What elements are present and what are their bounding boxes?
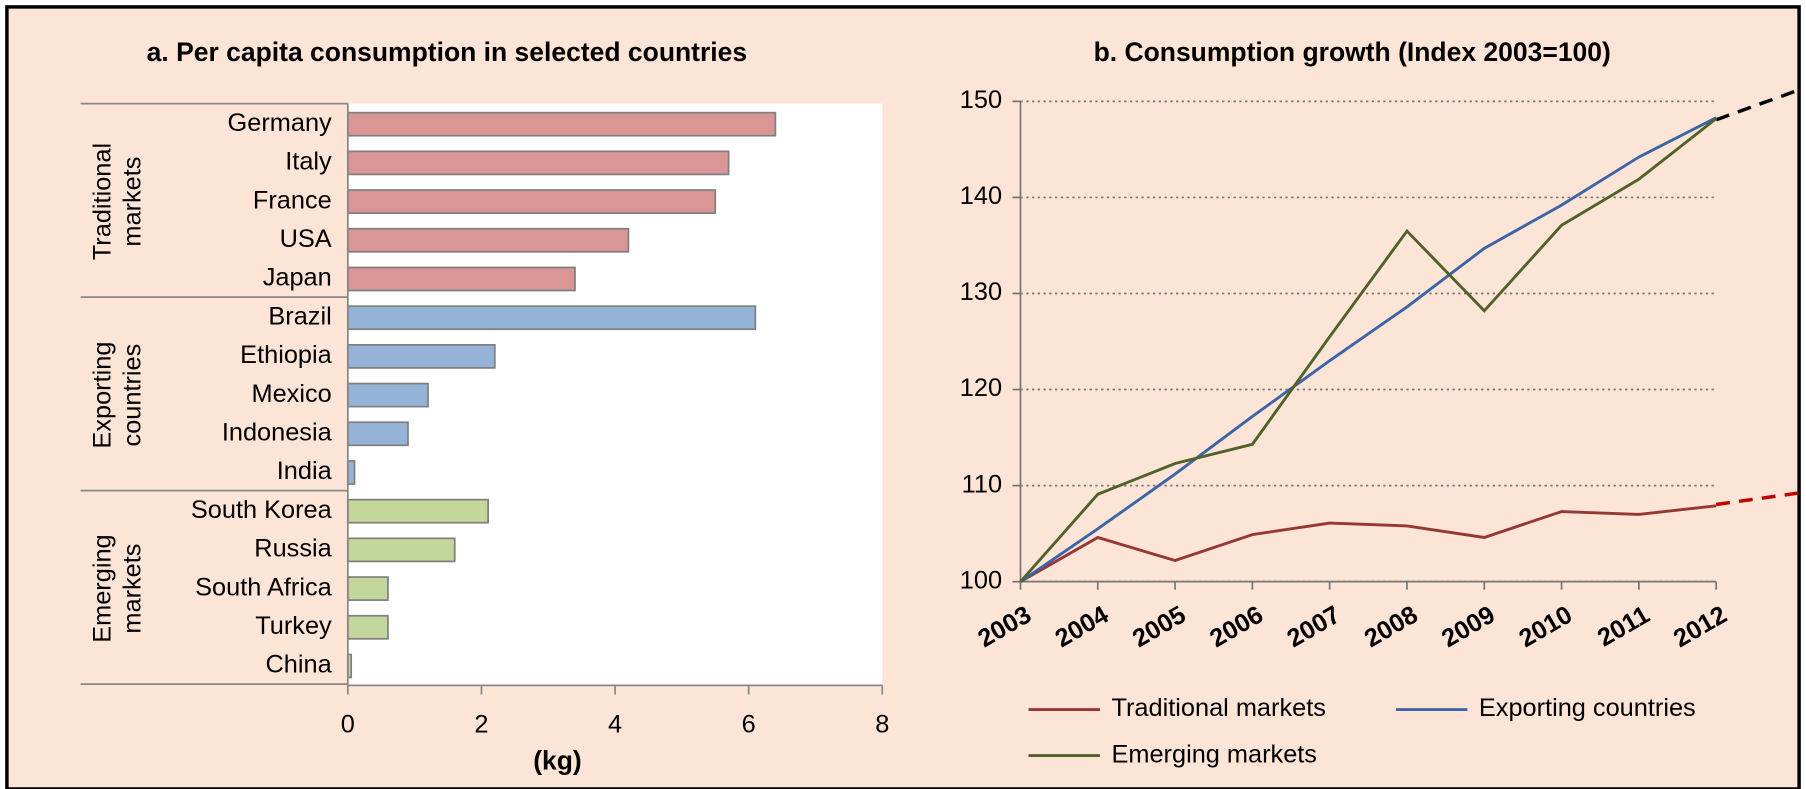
background [5, 5, 1801, 789]
y-tick-label: Turkey [255, 612, 332, 640]
y-tick-label: 100 [960, 566, 1002, 594]
bar [346, 227, 630, 253]
group-label-line: markets [118, 544, 146, 634]
bar [346, 460, 356, 485]
bar [346, 150, 730, 176]
x-tick-label: 2 [474, 710, 488, 738]
legend-label: Traditional markets [1111, 694, 1325, 722]
legend-label: Emerging markets [1111, 740, 1317, 768]
y-tick-label: South Korea [191, 496, 333, 524]
y-tick-label: India [277, 457, 333, 485]
y-tick-label: Russia [254, 535, 332, 563]
group-label-line: Traditional [88, 143, 116, 260]
x-tick-label: 6 [742, 710, 756, 738]
bar [346, 576, 389, 601]
y-tick-label: 150 [960, 86, 1002, 114]
group-label-line: countries [118, 344, 146, 447]
x-tick-label: 4 [608, 710, 622, 738]
group-label-line: markets [118, 157, 146, 247]
bar [346, 421, 409, 447]
group-label: Emergingmarkets [88, 534, 146, 642]
y-tick-label: Indonesia [222, 418, 333, 446]
y-tick-label: Ethiopia [240, 341, 332, 369]
y-tick-label: 110 [962, 470, 1002, 498]
bar [346, 266, 576, 292]
y-tick-label: Brazil [268, 302, 331, 330]
x-tick-label: 0 [341, 710, 355, 738]
legend-label: Exporting countries [1479, 694, 1696, 722]
y-tick-label: South Africa [195, 573, 332, 601]
y-tick-label: Germany [228, 109, 332, 137]
line [1019, 504, 1717, 583]
chart-title: b. Consumption growth (Index 2003=100) [1094, 37, 1611, 67]
group-label-line: Emerging [88, 534, 116, 642]
bar [346, 305, 757, 331]
chart-title: a. Per capita consumption in selected co… [147, 37, 747, 67]
bar [346, 343, 496, 369]
line [1019, 117, 1718, 583]
y-tick-label: USA [280, 225, 332, 253]
x-tick-label: 8 [875, 710, 889, 738]
y-tick-label: France [253, 186, 332, 214]
y-tick-label: Italy [285, 148, 332, 176]
y-tick-label: 130 [960, 278, 1002, 306]
y-tick-label: Japan [263, 264, 332, 292]
group-label: Exportingcountries [88, 342, 146, 449]
bar [346, 498, 489, 524]
trend-extension [1715, 491, 1800, 507]
bar [346, 382, 429, 408]
y-tick-label: Mexico [251, 380, 331, 408]
bar [346, 111, 777, 137]
bar [346, 537, 456, 563]
y-tick-label: 120 [960, 374, 1002, 402]
y-tick-label: 140 [960, 182, 1002, 210]
y-tick-label: China [266, 651, 333, 679]
bar [346, 614, 389, 640]
group-label: Traditionalmarkets [88, 143, 146, 260]
x-axis-label: (kg) [533, 745, 582, 775]
line [1019, 116, 1717, 583]
trend-extension [1715, 88, 1800, 122]
group-label-line: Exporting [88, 342, 116, 449]
bar [346, 189, 717, 214]
